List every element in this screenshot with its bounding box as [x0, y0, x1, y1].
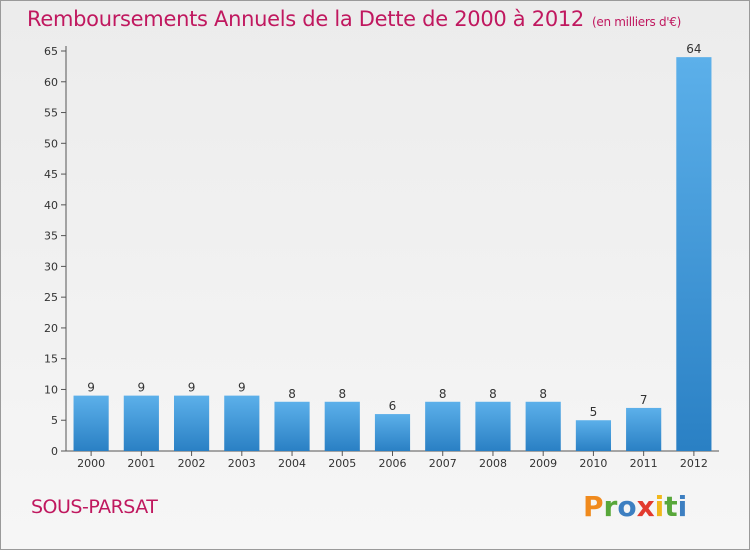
x-tick-label: 2004 — [278, 457, 306, 470]
x-tick-label: 2003 — [228, 457, 256, 470]
y-tick-label: 65 — [44, 45, 58, 58]
bar — [626, 407, 662, 451]
data-label: 9 — [138, 381, 146, 395]
y-tick-label: 20 — [44, 322, 58, 335]
bar — [324, 401, 360, 451]
bar — [475, 401, 511, 451]
commune-name: SOUS-PARSAT — [31, 496, 158, 518]
x-tick-label: 2000 — [77, 457, 105, 470]
data-label: 8 — [338, 387, 346, 401]
bar — [374, 414, 411, 451]
proxiti-logo[interactable]: Proxiti — [583, 490, 688, 523]
y-tick-label: 30 — [44, 260, 58, 273]
chart-title: Remboursements Annuels de la Dette de 20… — [27, 7, 681, 31]
x-tick-label: 2010 — [579, 457, 607, 470]
data-label: 8 — [489, 387, 497, 401]
x-tick-label: 2002 — [178, 457, 206, 470]
y-tick-label: 10 — [44, 383, 58, 396]
y-tick-label: 0 — [51, 445, 58, 458]
x-tick-label: 2001 — [127, 457, 155, 470]
bar — [525, 401, 561, 451]
data-label: 7 — [640, 393, 648, 407]
x-tick-label: 2005 — [328, 457, 356, 470]
y-tick-label: 25 — [44, 291, 58, 304]
data-label: 9 — [188, 381, 196, 395]
y-tick-label: 60 — [44, 76, 58, 89]
data-label: 9 — [87, 381, 95, 395]
chart-title-text: Remboursements Annuels de la Dette de 20… — [27, 7, 584, 31]
x-tick-label: 2012 — [680, 457, 708, 470]
bar — [173, 395, 210, 451]
bar — [73, 395, 109, 451]
x-tick-label: 2011 — [630, 457, 658, 470]
y-tick-label: 45 — [44, 168, 58, 181]
bar — [676, 57, 712, 452]
y-tick-label: 35 — [44, 230, 58, 243]
data-label: 8 — [288, 387, 296, 401]
y-tick-label: 55 — [44, 107, 58, 120]
data-label: 9 — [238, 381, 246, 395]
data-label: 8 — [439, 387, 447, 401]
data-label: 5 — [590, 405, 598, 419]
x-tick-label: 2008 — [479, 457, 507, 470]
x-tick-label: 2007 — [429, 457, 457, 470]
x-tick-label: 2006 — [379, 457, 407, 470]
data-label: 64 — [686, 42, 701, 56]
y-tick-label: 15 — [44, 353, 58, 366]
y-tick-label: 40 — [44, 199, 58, 212]
y-tick-label: 5 — [51, 414, 58, 427]
y-tick-label: 50 — [44, 137, 58, 150]
bar — [274, 401, 310, 451]
data-label: 6 — [389, 399, 397, 413]
bar — [224, 395, 260, 451]
chart-unit: (en milliers d'€) — [592, 15, 682, 29]
x-tick-label: 2009 — [529, 457, 557, 470]
bar — [575, 420, 612, 451]
data-label: 8 — [539, 387, 547, 401]
bar — [123, 395, 159, 451]
bar — [425, 401, 461, 451]
